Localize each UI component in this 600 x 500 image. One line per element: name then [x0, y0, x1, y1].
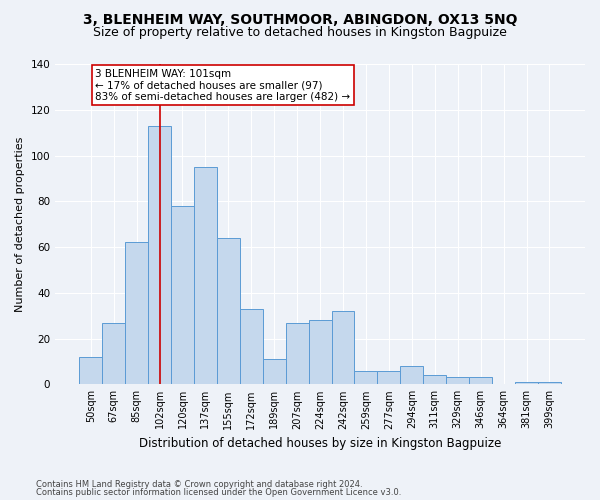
Bar	[217, 238, 240, 384]
Bar	[423, 375, 446, 384]
Y-axis label: Number of detached properties: Number of detached properties	[15, 136, 25, 312]
Bar	[102, 322, 125, 384]
Bar	[538, 382, 561, 384]
Bar	[400, 366, 423, 384]
Bar	[286, 322, 308, 384]
Bar	[446, 378, 469, 384]
Bar	[332, 311, 355, 384]
Bar	[194, 167, 217, 384]
Bar	[308, 320, 332, 384]
Bar	[377, 370, 400, 384]
Bar	[79, 357, 102, 384]
Bar	[125, 242, 148, 384]
Text: 3, BLENHEIM WAY, SOUTHMOOR, ABINGDON, OX13 5NQ: 3, BLENHEIM WAY, SOUTHMOOR, ABINGDON, OX…	[83, 12, 517, 26]
Bar	[469, 378, 492, 384]
Bar	[240, 309, 263, 384]
Bar	[515, 382, 538, 384]
X-axis label: Distribution of detached houses by size in Kingston Bagpuize: Distribution of detached houses by size …	[139, 437, 501, 450]
Bar	[355, 370, 377, 384]
Text: Contains HM Land Registry data © Crown copyright and database right 2024.: Contains HM Land Registry data © Crown c…	[36, 480, 362, 489]
Text: Contains public sector information licensed under the Open Government Licence v3: Contains public sector information licen…	[36, 488, 401, 497]
Bar	[171, 206, 194, 384]
Text: Size of property relative to detached houses in Kingston Bagpuize: Size of property relative to detached ho…	[93, 26, 507, 39]
Text: 3 BLENHEIM WAY: 101sqm
← 17% of detached houses are smaller (97)
83% of semi-det: 3 BLENHEIM WAY: 101sqm ← 17% of detached…	[95, 68, 350, 102]
Bar	[148, 126, 171, 384]
Bar	[263, 359, 286, 384]
